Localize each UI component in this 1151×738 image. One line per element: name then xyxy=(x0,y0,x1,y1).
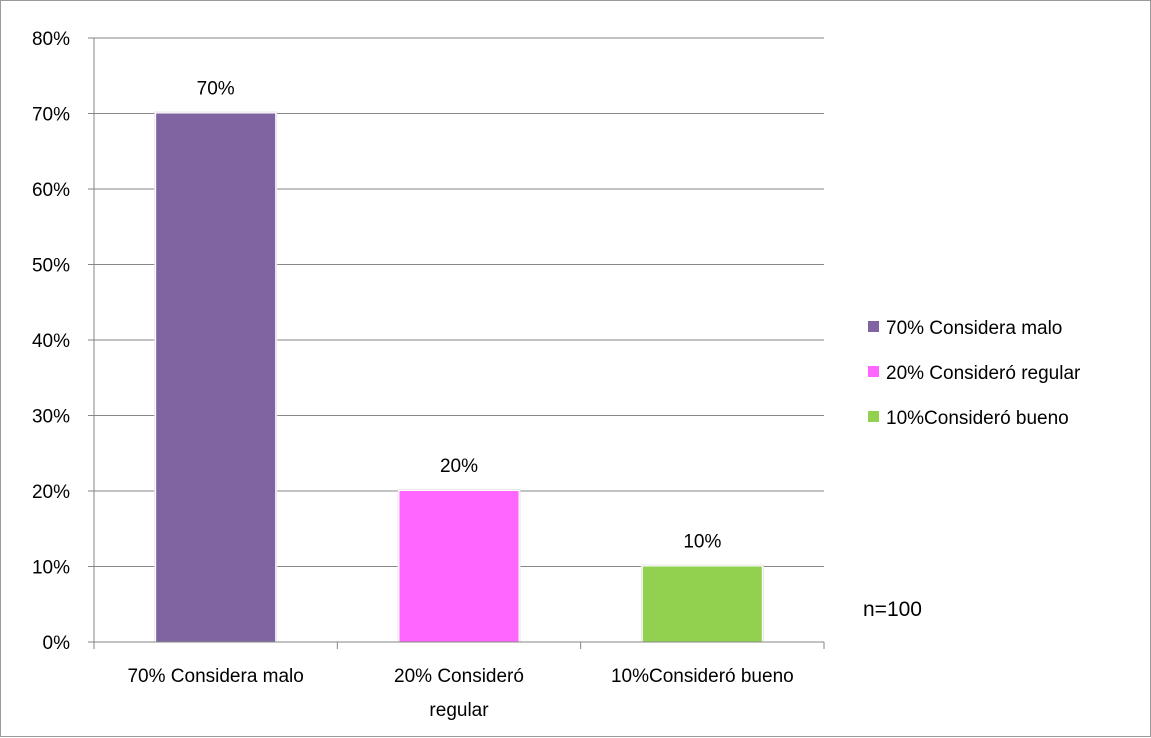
y-tick-label: 40% xyxy=(32,331,70,352)
legend-swatch xyxy=(868,366,879,377)
data-label: 20% xyxy=(440,456,478,477)
x-tick-label: regular xyxy=(429,700,489,721)
legend-label: 10%Consideró bueno xyxy=(886,408,1069,429)
bar xyxy=(156,113,276,642)
y-tick-label: 10% xyxy=(32,558,70,579)
x-axis: 70% Considera malo 20% Consideró regular 10… xyxy=(93,641,825,721)
y-tick-label: 60% xyxy=(32,180,70,201)
legend-label: 70% Considera malo xyxy=(886,318,1062,339)
bars: 70% 20% 10% xyxy=(154,79,764,643)
x-tick-label: 70% Considera malo xyxy=(127,666,303,687)
y-axis: 0% 10% 20% 30% 40% 50% 60% 70% 80% xyxy=(32,29,95,654)
legend-swatch xyxy=(868,411,879,422)
bar xyxy=(642,566,762,642)
x-tick-label: 10%Consideró bueno xyxy=(611,666,794,687)
y-tick-label: 80% xyxy=(32,29,70,50)
data-label: 70% xyxy=(197,79,235,100)
y-tick-label: 30% xyxy=(32,407,70,428)
y-tick-label: 70% xyxy=(32,105,70,126)
legend-swatch xyxy=(868,321,879,332)
bar xyxy=(399,491,519,642)
y-tick-label: 0% xyxy=(43,633,71,654)
y-tick-label: 50% xyxy=(32,256,70,277)
legend: 70% Considera malo 20% Consideró regular 1… xyxy=(868,318,1081,429)
sample-size-note: n=100 xyxy=(863,598,922,621)
y-tick-label: 20% xyxy=(32,482,70,503)
data-label: 10% xyxy=(683,532,721,553)
legend-label: 20% Consideró regular xyxy=(886,363,1081,384)
x-tick-label: 20% Consideró xyxy=(394,666,524,687)
